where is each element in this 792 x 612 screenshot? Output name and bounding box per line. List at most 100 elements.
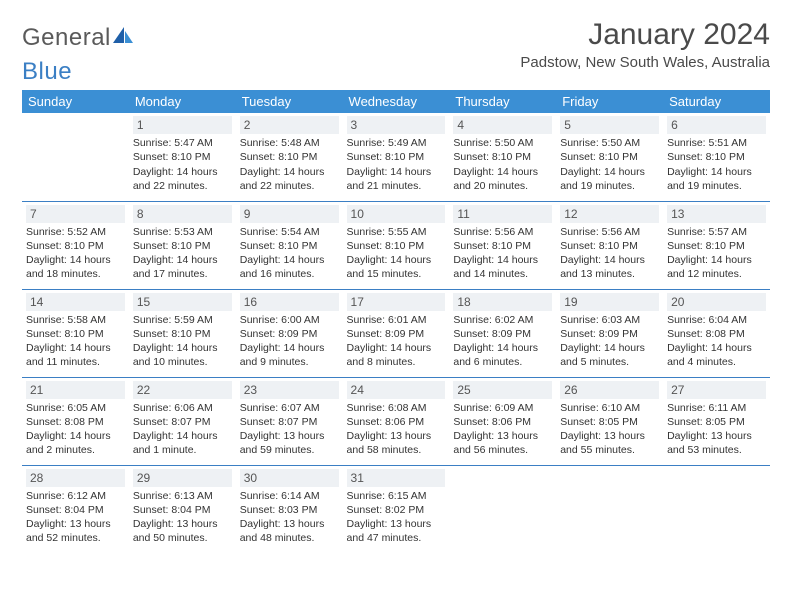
calendar-day-cell: 9Sunrise: 5:54 AMSunset: 8:10 PMDaylight… bbox=[236, 201, 343, 289]
daylight-text: Daylight: 13 hours and 48 minutes. bbox=[240, 517, 339, 545]
calendar-day-cell: 26Sunrise: 6:10 AMSunset: 8:05 PMDayligh… bbox=[556, 377, 663, 465]
title-block: January 2024 Padstow, New South Wales, A… bbox=[520, 18, 770, 79]
sunrise-text: Sunrise: 6:08 AM bbox=[347, 401, 446, 415]
daylight-text: Daylight: 14 hours and 19 minutes. bbox=[560, 165, 659, 193]
daylight-text: Daylight: 14 hours and 2 minutes. bbox=[26, 429, 125, 457]
sunrise-text: Sunrise: 6:02 AM bbox=[453, 313, 552, 327]
day-number: 12 bbox=[560, 205, 659, 223]
sunset-text: Sunset: 8:08 PM bbox=[667, 327, 766, 341]
daylight-text: Daylight: 13 hours and 55 minutes. bbox=[560, 429, 659, 457]
sunrise-text: Sunrise: 5:50 AM bbox=[453, 136, 552, 150]
calendar-day-cell: 23Sunrise: 6:07 AMSunset: 8:07 PMDayligh… bbox=[236, 377, 343, 465]
calendar-header-row: SundayMondayTuesdayWednesdayThursdayFrid… bbox=[22, 90, 770, 113]
sunset-text: Sunset: 8:10 PM bbox=[560, 150, 659, 164]
day-number: 5 bbox=[560, 116, 659, 134]
sunset-text: Sunset: 8:10 PM bbox=[26, 327, 125, 341]
calendar-day-cell: 24Sunrise: 6:08 AMSunset: 8:06 PMDayligh… bbox=[343, 377, 450, 465]
sunset-text: Sunset: 8:09 PM bbox=[560, 327, 659, 341]
sunrise-text: Sunrise: 5:56 AM bbox=[453, 225, 552, 239]
day-number: 23 bbox=[240, 381, 339, 399]
day-number: 9 bbox=[240, 205, 339, 223]
calendar-day-cell: 30Sunrise: 6:14 AMSunset: 8:03 PMDayligh… bbox=[236, 465, 343, 553]
daylight-text: Daylight: 14 hours and 10 minutes. bbox=[133, 341, 232, 369]
day-number: 18 bbox=[453, 293, 552, 311]
calendar-day-cell: 2Sunrise: 5:48 AMSunset: 8:10 PMDaylight… bbox=[236, 113, 343, 201]
sunset-text: Sunset: 8:10 PM bbox=[560, 239, 659, 253]
sunrise-text: Sunrise: 5:51 AM bbox=[667, 136, 766, 150]
calendar-day-cell: 11 Sunrise: 5:56 AMSunset: 8:10 PMDayligh… bbox=[449, 201, 556, 289]
weekday-header: Friday bbox=[556, 90, 663, 113]
day-number: 31 bbox=[347, 469, 446, 487]
calendar-day-cell: 15Sunrise: 5:59 AMSunset: 8:10 PMDayligh… bbox=[129, 289, 236, 377]
daylight-text: Daylight: 14 hours and 17 minutes. bbox=[133, 253, 232, 281]
sunset-text: Sunset: 8:09 PM bbox=[240, 327, 339, 341]
daylight-text: Daylight: 14 hours and 15 minutes. bbox=[347, 253, 446, 281]
daylight-text: Daylight: 14 hours and 20 minutes. bbox=[453, 165, 552, 193]
sunrise-text: Sunrise: 5:57 AM bbox=[667, 225, 766, 239]
day-number: 15 bbox=[133, 293, 232, 311]
calendar-day-cell: 17Sunrise: 6:01 AMSunset: 8:09 PMDayligh… bbox=[343, 289, 450, 377]
day-number: 28 bbox=[26, 469, 125, 487]
calendar-day-cell bbox=[22, 113, 129, 201]
sunset-text: Sunset: 8:10 PM bbox=[667, 150, 766, 164]
daylight-text: Daylight: 14 hours and 5 minutes. bbox=[560, 341, 659, 369]
calendar-day-cell: 6Sunrise: 5:51 AMSunset: 8:10 PMDaylight… bbox=[663, 113, 770, 201]
calendar-day-cell: 5Sunrise: 5:50 AMSunset: 8:10 PMDaylight… bbox=[556, 113, 663, 201]
calendar-day-cell: 13Sunrise: 5:57 AMSunset: 8:10 PMDayligh… bbox=[663, 201, 770, 289]
day-number: 29 bbox=[133, 469, 232, 487]
daylight-text: Daylight: 14 hours and 22 minutes. bbox=[133, 165, 232, 193]
location-subtitle: Padstow, New South Wales, Australia bbox=[520, 54, 770, 71]
day-number: 17 bbox=[347, 293, 446, 311]
calendar-table: SundayMondayTuesdayWednesdayThursdayFrid… bbox=[22, 90, 770, 553]
month-title: January 2024 bbox=[520, 18, 770, 52]
day-number: 6 bbox=[667, 116, 766, 134]
daylight-text: Daylight: 14 hours and 8 minutes. bbox=[347, 341, 446, 369]
sunrise-text: Sunrise: 6:06 AM bbox=[133, 401, 232, 415]
day-number: 3 bbox=[347, 116, 446, 134]
calendar-day-cell: 16Sunrise: 6:00 AMSunset: 8:09 PMDayligh… bbox=[236, 289, 343, 377]
sunrise-text: Sunrise: 6:10 AM bbox=[560, 401, 659, 415]
logo-text-blue: Blue bbox=[22, 58, 72, 85]
calendar-day-cell: 8Sunrise: 5:53 AMSunset: 8:10 PMDaylight… bbox=[129, 201, 236, 289]
daylight-text: Daylight: 14 hours and 4 minutes. bbox=[667, 341, 766, 369]
sunrise-text: Sunrise: 5:53 AM bbox=[133, 225, 232, 239]
daylight-text: Daylight: 14 hours and 13 minutes. bbox=[560, 253, 659, 281]
day-number: 7 bbox=[26, 205, 125, 223]
day-number: 11 bbox=[453, 205, 552, 223]
calendar-week-row: 7Sunrise: 5:52 AMSunset: 8:10 PMDaylight… bbox=[22, 201, 770, 289]
daylight-text: Daylight: 13 hours and 58 minutes. bbox=[347, 429, 446, 457]
calendar-day-cell: 1Sunrise: 5:47 AMSunset: 8:10 PMDaylight… bbox=[129, 113, 236, 201]
daylight-text: Daylight: 13 hours and 47 minutes. bbox=[347, 517, 446, 545]
sunset-text: Sunset: 8:04 PM bbox=[133, 503, 232, 517]
daylight-text: Daylight: 14 hours and 6 minutes. bbox=[453, 341, 552, 369]
calendar-day-cell: 22Sunrise: 6:06 AMSunset: 8:07 PMDayligh… bbox=[129, 377, 236, 465]
daylight-text: Daylight: 14 hours and 14 minutes. bbox=[453, 253, 552, 281]
calendar-day-cell: 4Sunrise: 5:50 AMSunset: 8:10 PMDaylight… bbox=[449, 113, 556, 201]
sunset-text: Sunset: 8:06 PM bbox=[347, 415, 446, 429]
calendar-day-cell: 12Sunrise: 5:56 AMSunset: 8:10 PMDayligh… bbox=[556, 201, 663, 289]
calendar-week-row: 28Sunrise: 6:12 AMSunset: 8:04 PMDayligh… bbox=[22, 465, 770, 553]
logo-sail-icon bbox=[113, 27, 135, 50]
sunset-text: Sunset: 8:09 PM bbox=[347, 327, 446, 341]
calendar-day-cell bbox=[449, 465, 556, 553]
day-number: 4 bbox=[453, 116, 552, 134]
daylight-text: Daylight: 14 hours and 12 minutes. bbox=[667, 253, 766, 281]
day-number: 2 bbox=[240, 116, 339, 134]
calendar-day-cell: 20 Sunrise: 6:04 AMSunset: 8:08 PMDayligh… bbox=[663, 289, 770, 377]
weekday-header: Tuesday bbox=[236, 90, 343, 113]
sunrise-text: Sunrise: 5:52 AM bbox=[26, 225, 125, 239]
weekday-header: Thursday bbox=[449, 90, 556, 113]
logo: General Blue bbox=[22, 24, 135, 86]
sunrise-text: Sunrise: 6:04 AM bbox=[667, 313, 766, 327]
sunrise-text: Sunrise: 5:54 AM bbox=[240, 225, 339, 239]
calendar-day-cell: 14Sunrise: 5:58 AMSunset: 8:10 PMDayligh… bbox=[22, 289, 129, 377]
sunrise-text: Sunrise: 5:49 AM bbox=[347, 136, 446, 150]
day-number: 20 bbox=[667, 293, 766, 311]
sunset-text: Sunset: 8:10 PM bbox=[453, 239, 552, 253]
daylight-text: Daylight: 14 hours and 22 minutes. bbox=[240, 165, 339, 193]
day-number: 1 bbox=[133, 116, 232, 134]
daylight-text: Daylight: 14 hours and 1 minute. bbox=[133, 429, 232, 457]
daylight-text: Daylight: 13 hours and 53 minutes. bbox=[667, 429, 766, 457]
day-number: 10 bbox=[347, 205, 446, 223]
calendar-day-cell: 25Sunrise: 6:09 AMSunset: 8:06 PMDayligh… bbox=[449, 377, 556, 465]
